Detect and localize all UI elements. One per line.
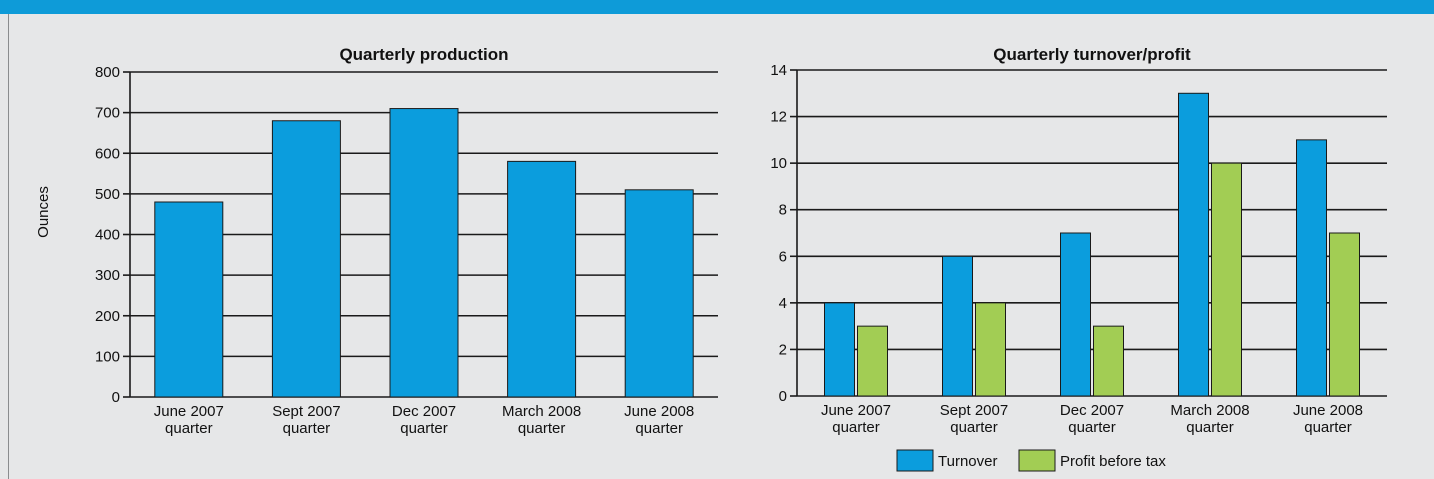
x-category-label: June 2008 xyxy=(1293,402,1363,419)
y-tick-label: 0 xyxy=(112,389,120,406)
turnover-bar xyxy=(824,302,855,397)
production-bar xyxy=(271,120,341,398)
x-category-label: quarter xyxy=(635,420,683,437)
x-category-label: June 2008 xyxy=(624,403,694,420)
legend-turnover-label: Turnover xyxy=(938,453,997,470)
turnover-profit-bars xyxy=(824,92,1360,397)
x-category-label: Sept 2007 xyxy=(940,402,1008,419)
y-tick-label: 4 xyxy=(779,295,787,312)
production-y-ticks: 0 100 200 300 400 500 600 700 800 xyxy=(95,64,120,406)
profit-before-tax-bar xyxy=(1329,232,1360,397)
panel-left-border xyxy=(8,14,9,479)
production-chart-title: Quarterly production xyxy=(339,45,508,64)
production-y-axis-label: Ounces xyxy=(35,186,52,238)
legend-profit-before-tax-swatch xyxy=(1018,449,1056,472)
legend-turnover-swatch xyxy=(896,449,934,472)
x-category-label: June 2007 xyxy=(821,402,891,419)
turnover-bar xyxy=(1178,92,1209,397)
y-tick-label: 8 xyxy=(779,202,787,219)
x-category-label: quarter xyxy=(1304,419,1352,436)
profit-before-tax-bar xyxy=(857,325,888,397)
x-category-label: quarter xyxy=(165,420,213,437)
x-category-label: Dec 2007 xyxy=(1060,402,1124,419)
profit-before-tax-bar xyxy=(1211,162,1242,397)
x-category-label: March 2008 xyxy=(1170,402,1249,419)
x-category-label: Dec 2007 xyxy=(392,403,456,420)
turnover-profit-gridlines xyxy=(790,69,1387,397)
production-bar xyxy=(154,201,224,398)
y-tick-label: 14 xyxy=(770,62,787,79)
production-bar xyxy=(389,108,459,398)
x-category-label: quarter xyxy=(400,420,448,437)
y-tick-label: 400 xyxy=(95,227,120,244)
profit-before-tax-bar xyxy=(1093,325,1124,397)
turnover-profit-chart: Quarterly turnover/profit 0 2 4 6 8 10 12 14 Ju… xyxy=(770,45,1387,472)
profit-before-tax-bar xyxy=(975,302,1006,397)
turnover-bar xyxy=(942,255,973,397)
y-tick-label: 100 xyxy=(95,348,120,365)
y-tick-label: 700 xyxy=(95,105,120,122)
y-tick-label: 600 xyxy=(95,145,120,162)
legend-profit-before-tax-label: Profit before tax xyxy=(1060,453,1166,470)
x-category-label: March 2008 xyxy=(502,403,581,420)
x-category-label: quarter xyxy=(950,419,998,436)
y-tick-label: 12 xyxy=(770,109,787,126)
production-bars xyxy=(154,108,694,398)
y-tick-label: 300 xyxy=(95,267,120,284)
turnover-bar xyxy=(1060,232,1091,397)
y-tick-label: 200 xyxy=(95,308,120,325)
y-tick-label: 500 xyxy=(95,186,120,203)
x-category-label: Sept 2007 xyxy=(272,403,340,420)
turnover-bar xyxy=(1296,139,1327,397)
x-category-label: quarter xyxy=(1068,419,1116,436)
y-tick-label: 6 xyxy=(779,248,787,265)
x-category-label: quarter xyxy=(518,420,566,437)
x-category-label: quarter xyxy=(832,419,880,436)
x-category-label: quarter xyxy=(283,420,331,437)
y-tick-label: 0 xyxy=(779,388,787,405)
production-chart: Quarterly production Ounces 0 100 200 300 40… xyxy=(35,45,718,437)
x-category-label: June 2007 xyxy=(154,403,224,420)
y-tick-label: 800 xyxy=(95,64,120,81)
legend: Turnover Profit before tax xyxy=(896,449,1166,472)
turnover-profit-chart-title: Quarterly turnover/profit xyxy=(993,45,1191,64)
y-tick-label: 2 xyxy=(779,341,787,358)
turnover-profit-y-ticks: 0 2 4 6 8 10 12 14 xyxy=(770,62,787,405)
header-bar xyxy=(0,0,1434,14)
production-bar xyxy=(624,189,694,398)
x-category-label: quarter xyxy=(1186,419,1234,436)
production-bar xyxy=(507,160,577,398)
y-tick-label: 10 xyxy=(770,155,787,172)
